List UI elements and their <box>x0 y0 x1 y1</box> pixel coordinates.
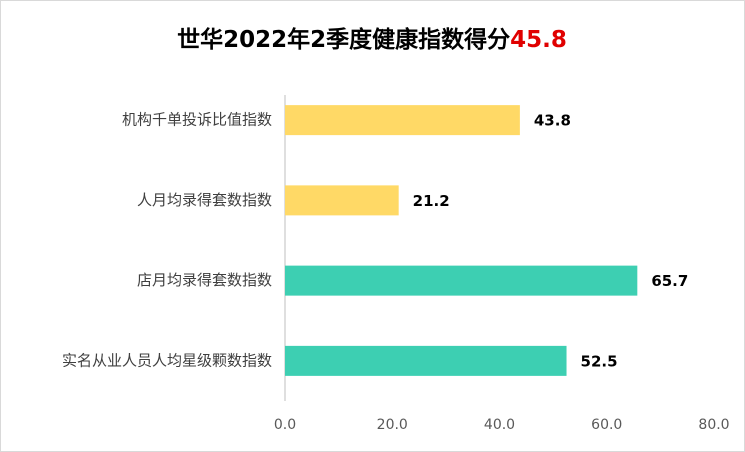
bar <box>285 105 520 136</box>
y-tick-label: 人月均录得套数指数 <box>137 191 272 209</box>
value-label: 65.7 <box>651 272 688 290</box>
title-text: 世华2022年2季度健康指数得分 <box>177 26 510 53</box>
x-tick-label: 60.0 <box>591 417 622 433</box>
bar <box>285 345 567 376</box>
value-label: 43.8 <box>534 112 571 130</box>
chart-title: 世华2022年2季度健康指数得分45.8 <box>177 26 567 53</box>
value-label: 52.5 <box>581 352 618 370</box>
x-tick-label: 20.0 <box>377 417 408 433</box>
x-tick-label: 80.0 <box>698 417 729 433</box>
x-tick-label: 40.0 <box>484 417 515 433</box>
x-tick-label: 0.0 <box>274 417 296 433</box>
title-highlight: 45.8 <box>510 27 567 53</box>
bar <box>285 265 638 296</box>
value-label: 21.2 <box>413 192 450 210</box>
y-tick-label: 实名从业人员人均星级颗数指数 <box>62 351 272 369</box>
y-tick-label: 店月均录得套数指数 <box>137 271 272 289</box>
y-tick-label: 机构千单投诉比值指数 <box>122 111 272 129</box>
bar <box>285 185 399 216</box>
